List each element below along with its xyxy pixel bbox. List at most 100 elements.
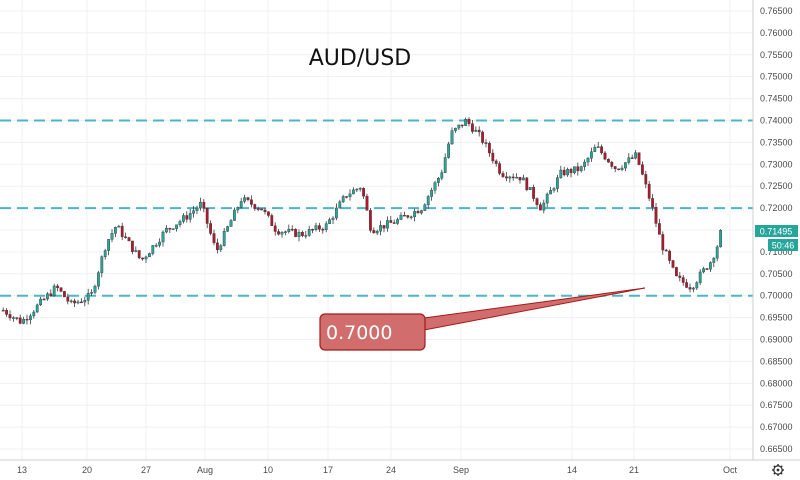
time-tick-label: 14 [567,465,577,475]
candle-body [668,250,672,261]
candle-body [712,257,716,263]
candle-body [627,157,631,163]
candle-body [630,157,634,159]
time-tick-label: 21 [629,465,639,475]
candle-body [76,301,80,304]
candle-body [168,227,172,230]
gear-icon[interactable] [772,464,784,476]
time-tick-label: 17 [323,465,333,475]
price-tick-label: 0.69500 [760,313,793,323]
candle-body [396,219,399,224]
price-tick-label: 0.75500 [760,50,793,60]
candle-body [284,231,287,233]
candle-body [593,147,597,152]
candle-body [709,262,712,270]
candle-body [416,211,420,214]
candle-body [386,220,389,229]
candle-body [542,202,546,211]
candle-body [658,223,661,235]
candle-body [249,199,253,205]
candle-body [209,223,212,234]
candle-body [409,216,413,219]
candle-body [501,173,505,177]
horizontal-grid [0,10,753,450]
candle-body [202,201,206,209]
candle-body [134,250,138,252]
price-tick-label: 0.72500 [760,181,793,191]
candle-body [8,314,12,319]
candle-body [100,256,104,273]
candle-body [464,119,467,126]
candle-body [328,219,331,224]
candle-body [73,300,77,304]
candle-body [369,210,372,231]
candle-body [505,176,508,179]
price-tick-label: 0.73500 [760,137,793,147]
price-tick-label: 0.74000 [760,115,793,125]
price-tick-label: 0.67000 [760,422,793,432]
candle-body [617,168,621,171]
candle-body [494,160,498,164]
candle-body [280,232,284,235]
candle-body [175,224,178,229]
candle-body [545,193,549,204]
candle-body [198,201,202,209]
candle-body [107,239,111,251]
candle-body [474,129,478,132]
candle-body [335,207,338,219]
candle-body [192,210,195,214]
candle-body [83,300,87,303]
candle-body [32,311,36,317]
candle-body [518,177,522,181]
candle-body [294,229,297,237]
candle-body [318,225,321,230]
candle-body [171,228,175,230]
candle-body [348,193,352,197]
candle-body [613,166,617,170]
price-tag-box [755,225,798,237]
candle-body [556,177,559,189]
candle-body [437,178,440,183]
time-tick-label: Aug [197,465,213,475]
candle-body [681,277,685,283]
candle-body [181,215,185,222]
price-tick-label: 0.76000 [760,28,793,38]
price-tick-label: 0.68000 [760,378,793,388]
candle-body [406,215,410,218]
candle-body [620,167,624,170]
candle-body [321,229,325,231]
candle-body [352,189,355,195]
candle-body [215,242,219,251]
candle-body [454,127,457,131]
candle-body [702,268,706,273]
candle-body [141,257,144,260]
candle-body [498,163,501,174]
time-tick-label: Sep [453,465,469,475]
candle-body [539,204,542,211]
candle-body [481,131,484,143]
price-tick-label: 0.66500 [760,444,793,454]
candle-body [69,300,73,303]
candle-body [688,287,692,290]
candle-body [590,151,593,159]
candle-body [641,164,644,175]
candle-body [311,229,314,231]
candle-body [304,235,308,237]
candle-body [358,188,362,190]
price-tick-label: 0.70500 [760,269,793,279]
candle-body [178,221,182,225]
candle-body [583,161,587,167]
candle-body [232,209,236,221]
candle-body [205,208,209,224]
candle-body [137,250,141,259]
candle-body [42,298,46,301]
candle-body [212,233,216,244]
level-lines [0,119,753,297]
price-tick-label: 0.73000 [760,159,793,169]
candle-body [647,183,651,199]
candle-body [566,169,570,176]
candle-body [484,142,488,144]
candle-body [671,260,675,268]
candle-body [103,250,107,257]
